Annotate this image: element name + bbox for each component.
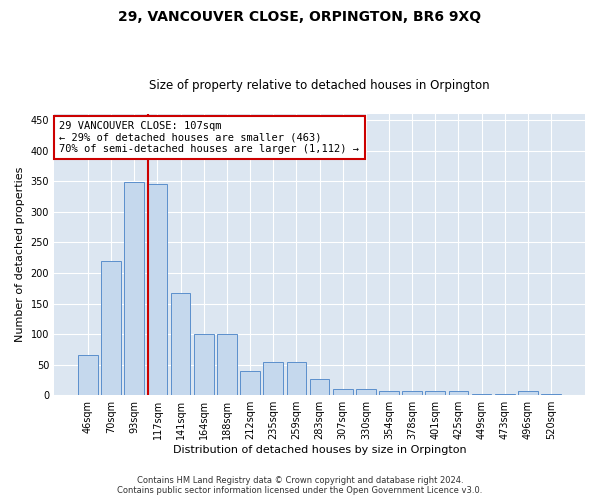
- Bar: [78, 356, 98, 395]
- Bar: [495, 394, 515, 395]
- Bar: [379, 391, 399, 395]
- Bar: [310, 378, 329, 395]
- Bar: [425, 391, 445, 395]
- Bar: [171, 292, 190, 395]
- Bar: [541, 394, 561, 395]
- Bar: [472, 394, 491, 395]
- Text: Contains HM Land Registry data © Crown copyright and database right 2024.
Contai: Contains HM Land Registry data © Crown c…: [118, 476, 482, 495]
- Bar: [449, 391, 468, 395]
- Y-axis label: Number of detached properties: Number of detached properties: [15, 167, 25, 342]
- Bar: [101, 260, 121, 395]
- Bar: [402, 391, 422, 395]
- Bar: [518, 391, 538, 395]
- Title: Size of property relative to detached houses in Orpington: Size of property relative to detached ho…: [149, 79, 490, 92]
- Text: 29 VANCOUVER CLOSE: 107sqm
← 29% of detached houses are smaller (463)
70% of sem: 29 VANCOUVER CLOSE: 107sqm ← 29% of deta…: [59, 121, 359, 154]
- Bar: [124, 182, 144, 395]
- Bar: [194, 334, 214, 395]
- Bar: [240, 371, 260, 395]
- Bar: [333, 389, 353, 395]
- Bar: [263, 362, 283, 395]
- Bar: [287, 362, 306, 395]
- Bar: [356, 389, 376, 395]
- Text: 29, VANCOUVER CLOSE, ORPINGTON, BR6 9XQ: 29, VANCOUVER CLOSE, ORPINGTON, BR6 9XQ: [118, 10, 482, 24]
- X-axis label: Distribution of detached houses by size in Orpington: Distribution of detached houses by size …: [173, 445, 466, 455]
- Bar: [148, 184, 167, 395]
- Bar: [217, 334, 237, 395]
